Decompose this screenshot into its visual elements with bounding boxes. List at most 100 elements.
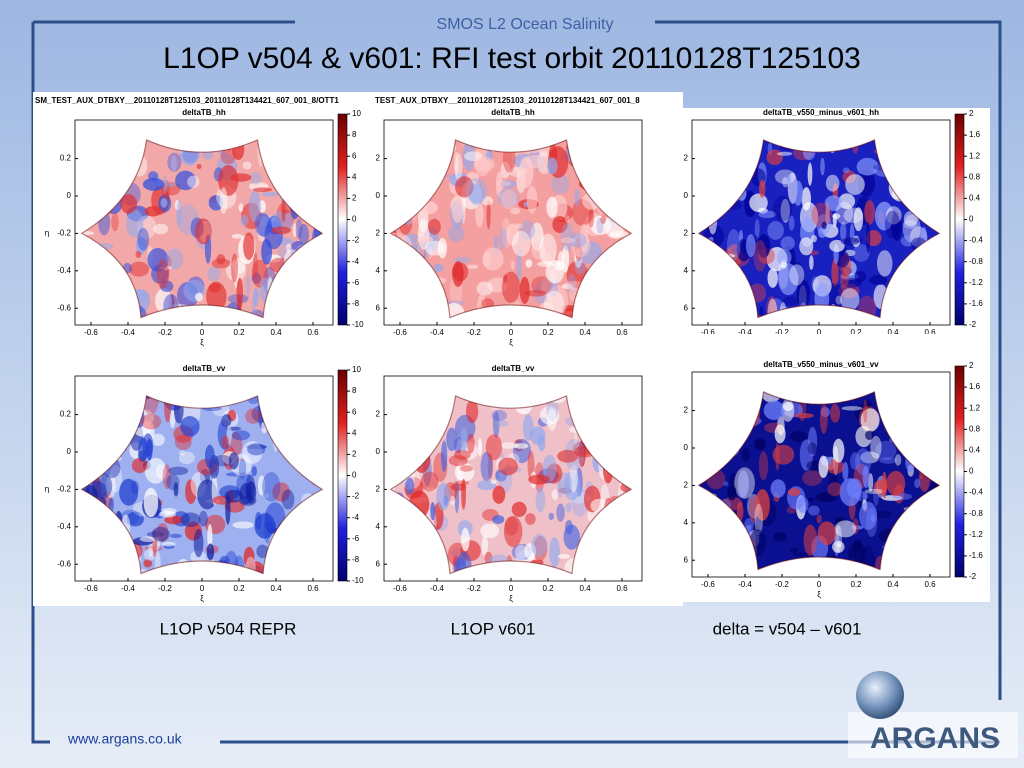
caption: delta = v504 – v601 (713, 619, 862, 638)
heatmap-patch (454, 449, 471, 460)
heatmap-patch (211, 258, 231, 269)
heatmap-patch (875, 440, 897, 461)
heatmap-patch (151, 433, 165, 446)
heatmap-patch (126, 209, 144, 238)
heatmap-patch (772, 195, 793, 222)
heatmap-patch (173, 482, 179, 497)
heatmap-patch (855, 448, 872, 476)
heatmap-patch (820, 157, 825, 176)
heatmap-patch (151, 531, 161, 551)
heatmap-patch (477, 437, 482, 457)
colorbar-label: 1.6 (969, 382, 981, 391)
heatmap-patch (166, 474, 180, 491)
heatmap-patch (492, 411, 500, 438)
heatmap-patch (745, 234, 756, 258)
colorbar-label: 0.4 (969, 446, 981, 455)
heatmap-patch (187, 175, 200, 188)
heatmap-patch (829, 239, 845, 253)
colorbar-label: 4 (352, 428, 357, 437)
heatmap-patch (155, 464, 166, 480)
heatmap-patch (238, 458, 247, 480)
heatmap-patch (754, 503, 764, 536)
heatmap-patch (496, 171, 503, 199)
heatmap-patch (557, 553, 570, 559)
heatmap-patch (557, 251, 565, 270)
heatmap-patch (453, 151, 459, 176)
footprint-edge (697, 139, 941, 319)
heatmap-patch (449, 495, 456, 506)
heatmap-patch (894, 454, 902, 466)
heatmap-patch (742, 447, 750, 462)
heatmap-patch (818, 455, 829, 478)
heatmap-patch (169, 533, 182, 538)
heatmap-patch (563, 524, 580, 550)
caption: L1OP v504 REPR (160, 619, 297, 638)
heatmap-patch (497, 188, 519, 208)
heatmap-patch (870, 435, 882, 459)
heatmap-patch (162, 464, 172, 490)
heatmap-patch (251, 466, 257, 477)
heatmap-patch (143, 559, 153, 568)
x-tick-label: -0.2 (467, 584, 481, 593)
colorbar-label: 1.2 (969, 151, 981, 160)
heatmap-patch (835, 201, 854, 225)
colorbar-label: 4 (352, 172, 357, 181)
colorbar-label: 8 (352, 130, 357, 139)
axes-box (74, 119, 334, 326)
heatmap-patch (511, 501, 527, 518)
heatmap-patch (548, 282, 559, 297)
heatmap-patch (126, 511, 144, 527)
heatmap-patch (460, 426, 468, 452)
heatmap-patch (787, 488, 801, 496)
heatmap-patch (242, 161, 252, 170)
plot-title: deltaTB_v550_minus_v601_hh (763, 108, 879, 117)
heatmap-patch (802, 470, 823, 487)
heatmap-patch (252, 187, 273, 192)
colorbar-label: -10 (352, 576, 364, 585)
y-tick-label: 0.2 (369, 154, 381, 163)
x-tick-label: 0 (509, 584, 514, 593)
y-tick-label: -0.4 (366, 266, 380, 275)
heatmap-patch (452, 262, 469, 282)
heatmap-patch (501, 271, 521, 304)
heatmap-patch (736, 502, 744, 521)
heatmap-patch (430, 502, 436, 521)
heatmap-patch (530, 426, 546, 445)
heatmap-patch (491, 410, 508, 422)
heatmap-patch (243, 232, 255, 261)
heatmap-patch (231, 430, 251, 441)
heatmap-patch (799, 237, 814, 256)
plot-title: deltaTB_hh (491, 108, 535, 117)
heatmap-patch (500, 180, 517, 189)
heatmap-patch (221, 435, 230, 449)
x-label: ξ (817, 590, 821, 599)
footprint-edge (80, 139, 324, 319)
heatmap-patch (734, 467, 755, 499)
heatmap-patch (854, 271, 867, 283)
heatmap-patch (473, 156, 495, 172)
heatmap-patch (827, 482, 843, 497)
heatmap-patch (261, 191, 280, 197)
colorbar-label: -10 (352, 320, 364, 329)
y-tick-label: 0 (376, 447, 381, 456)
heatmap-patch (531, 276, 553, 294)
heatmap-patch (852, 539, 863, 554)
x-tick-label: 0 (509, 328, 514, 337)
x-label: ξ (509, 594, 513, 603)
heatmap-patch (801, 187, 811, 211)
heatmap-patch (807, 442, 817, 455)
heatmap-patch (208, 195, 224, 211)
heatmap-patch (531, 533, 548, 557)
colorbar (337, 113, 348, 326)
heatmap-patch (773, 532, 787, 542)
heatmap-patch (147, 247, 169, 272)
heatmap-patch (247, 443, 266, 456)
colorbar-label: 0 (969, 215, 974, 224)
heatmap-patch (588, 207, 595, 228)
heatmap-patch (815, 492, 838, 503)
heatmap-patch (178, 450, 186, 456)
heatmap-patch (461, 527, 470, 552)
heatmap-patch (169, 410, 176, 429)
heatmap-patch (220, 148, 236, 165)
colorbar-label: 2 (969, 361, 974, 370)
